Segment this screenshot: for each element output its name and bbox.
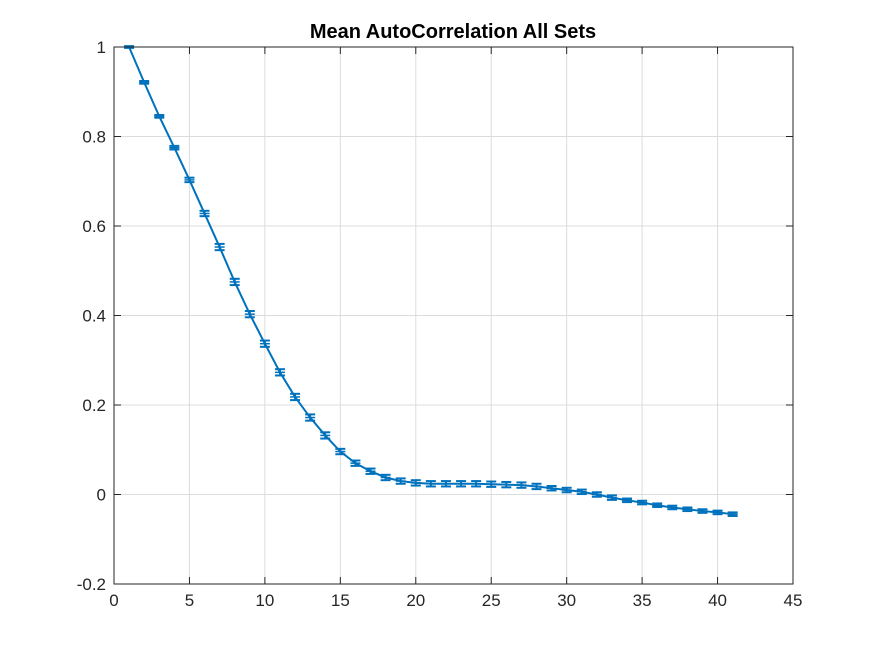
x-tick-label: 15 bbox=[331, 591, 350, 610]
y-tick-label: 0 bbox=[97, 486, 106, 505]
y-tick-label: 0.4 bbox=[82, 307, 106, 326]
y-tick-label: 0.8 bbox=[82, 128, 106, 147]
chart-title: Mean AutoCorrelation All Sets bbox=[310, 21, 596, 43]
x-tick-label: 30 bbox=[557, 591, 576, 610]
x-tick-label: 10 bbox=[255, 591, 274, 610]
y-tick-label: 0.6 bbox=[82, 217, 106, 236]
x-tick-label: 45 bbox=[784, 591, 803, 610]
data-series bbox=[124, 45, 738, 517]
x-tick-label: 35 bbox=[633, 591, 652, 610]
x-tick-label: 0 bbox=[109, 591, 118, 610]
x-tick-label: 40 bbox=[708, 591, 727, 610]
x-tick-label: 25 bbox=[482, 591, 501, 610]
x-tick-label: 20 bbox=[406, 591, 425, 610]
axis-ticks: 0 5 10 15 20 25 30 35 40 45-0.200.20.40.60.81 bbox=[77, 38, 803, 610]
x-tick-label: 5 bbox=[185, 591, 194, 610]
y-tick-label: 0.2 bbox=[82, 396, 106, 415]
y-tick-label: -0.2 bbox=[77, 575, 106, 594]
y-tick-label: 1 bbox=[97, 38, 106, 57]
